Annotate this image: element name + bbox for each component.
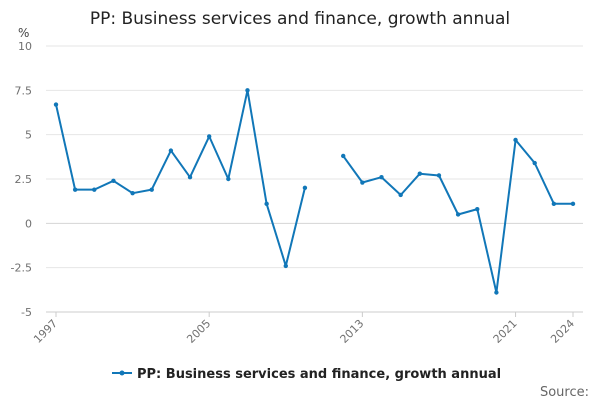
y-tick-label: 5 <box>25 129 32 142</box>
data-point[interactable] <box>226 176 231 182</box>
data-point[interactable] <box>187 175 193 180</box>
data-point[interactable] <box>92 187 97 192</box>
data-point[interactable] <box>245 88 250 93</box>
data-point[interactable] <box>283 263 288 269</box>
source-label: Source: <box>540 385 589 400</box>
data-point[interactable] <box>264 201 269 207</box>
y-tick-label: 0 <box>25 217 32 230</box>
data-point[interactable] <box>475 206 480 212</box>
x-tick-label: 2021 <box>491 317 520 346</box>
data-point[interactable] <box>532 160 537 166</box>
x-tick-label: 2013 <box>338 317 367 346</box>
series-line <box>55 89 306 267</box>
data-point[interactable] <box>379 175 384 180</box>
legend-label: PP: Business services and finance, growt… <box>137 367 501 382</box>
legend-marker <box>119 370 125 376</box>
y-tick-label: -5 <box>21 306 32 319</box>
x-axis-tick-labels: 1997 2005 2013 2021 2024 <box>31 317 577 346</box>
data-point[interactable] <box>111 178 116 183</box>
data-point[interactable] <box>341 153 346 159</box>
data-point[interactable] <box>494 290 499 295</box>
chart-title: PP: Business services and finance, growt… <box>90 9 510 29</box>
data-point[interactable] <box>130 190 135 196</box>
y-tick-label: 10 <box>18 40 32 53</box>
y-tick-label: 7.5 <box>15 84 33 97</box>
y-tick-label: 2.5 <box>15 173 33 186</box>
data-point[interactable] <box>436 173 442 178</box>
y-tick-label: -2.5 <box>11 262 32 275</box>
data-point[interactable] <box>168 148 174 153</box>
data-point[interactable] <box>360 180 365 185</box>
data-point[interactable] <box>417 171 423 176</box>
x-axis <box>46 311 583 317</box>
x-tick-label: 2005 <box>184 317 213 346</box>
data-point[interactable] <box>398 192 403 198</box>
data-point[interactable] <box>513 137 518 143</box>
data-point[interactable] <box>206 134 212 139</box>
data-point[interactable] <box>551 201 557 207</box>
data-point[interactable] <box>53 102 59 107</box>
data-point[interactable] <box>72 187 78 192</box>
y-axis-tick-labels: -5 -2.5 0 2.5 5 7.5 10 <box>11 40 32 319</box>
data-point[interactable] <box>570 201 576 207</box>
gridlines <box>46 45 583 313</box>
legend[interactable]: PP: Business services and finance, growt… <box>112 367 501 382</box>
data-point[interactable] <box>149 187 154 192</box>
x-tick-label: 2024 <box>548 317 577 346</box>
series-layer <box>53 88 576 295</box>
y-axis-unit: % <box>18 26 29 40</box>
data-point[interactable] <box>302 185 308 191</box>
x-tick-label: 1997 <box>31 317 60 346</box>
data-point[interactable] <box>455 212 461 217</box>
